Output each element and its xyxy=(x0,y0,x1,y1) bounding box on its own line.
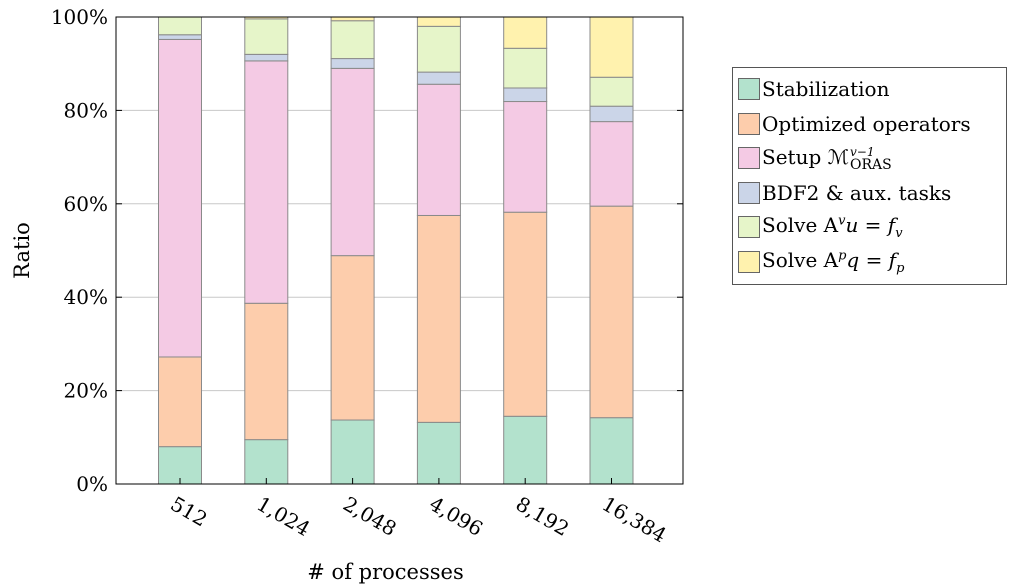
bar-segment xyxy=(416,71,461,85)
y-axis-ticks: 0% 20% 40% 60% 80% 100% xyxy=(51,5,683,496)
bar-segment xyxy=(589,417,634,485)
bar-segment xyxy=(416,421,461,485)
bar-segment xyxy=(589,105,634,123)
x-tick-label: 1,024 xyxy=(253,492,315,541)
bar-segment xyxy=(330,20,375,60)
y-axis-title: Ratio xyxy=(10,222,34,279)
bar-segment xyxy=(416,25,461,73)
y-tick-label: 80% xyxy=(64,98,108,122)
legend-item-optimized-operators: Optimized operators xyxy=(738,107,1002,142)
bar-segment xyxy=(503,211,548,417)
legend-item-solve-pressure: Solve Apq = fp xyxy=(738,245,1002,280)
legend-label: Optimized operators xyxy=(762,111,971,136)
legend-label: Stabilization xyxy=(762,77,890,102)
legend-swatch xyxy=(738,147,760,170)
bar-segment xyxy=(244,60,289,304)
legend-item-solve-velocity: Solve Avu = fv xyxy=(738,210,1002,245)
x-axis-ticks: 512 1,024 2,048 4,096 8,192 16,384 xyxy=(167,478,671,547)
bar-segment xyxy=(589,205,634,419)
bar-segment xyxy=(244,302,289,441)
bar-segment xyxy=(503,87,548,103)
bar-segment xyxy=(158,38,202,358)
y-tick-label: 0% xyxy=(76,472,108,496)
x-tick-label: 512 xyxy=(167,492,212,532)
y-tick-label: 40% xyxy=(64,285,108,309)
legend-swatch xyxy=(738,112,760,135)
legend-swatch xyxy=(738,181,760,204)
legend-item-bdf2: BDF2 & aux. tasks xyxy=(738,176,1002,211)
legend-label: BDF2 & aux. tasks xyxy=(762,180,952,205)
legend-label: Solve Apq = fp xyxy=(762,247,905,276)
bar-segment xyxy=(330,67,375,257)
bar-segment xyxy=(416,83,461,216)
bar-segment xyxy=(330,58,375,69)
bar-segment xyxy=(589,121,634,207)
x-tick-label: 2,048 xyxy=(339,492,401,541)
bar-segment xyxy=(416,214,461,423)
y-tick-label: 20% xyxy=(64,379,108,403)
legend-item-stabilization: Stabilization xyxy=(738,72,1002,107)
x-tick-label: 4,096 xyxy=(425,492,487,541)
x-tick-label: 8,192 xyxy=(512,492,574,541)
x-axis-title: # of processes xyxy=(307,560,463,584)
chart-legend: Stabilization Optimized operators Setup … xyxy=(732,67,1007,285)
bar-segment xyxy=(330,255,375,421)
bar-segment xyxy=(244,18,289,55)
plot-frame xyxy=(115,16,684,485)
bar-segment xyxy=(503,101,548,213)
bar-segment xyxy=(589,16,634,78)
y-tick-label: 60% xyxy=(64,192,108,216)
bar-segment xyxy=(503,47,548,89)
legend-swatch xyxy=(738,78,760,101)
y-tick-label: 100% xyxy=(51,5,108,29)
bar-segment xyxy=(503,415,548,485)
bar-segment xyxy=(503,16,548,49)
bar-stacks xyxy=(158,16,634,485)
legend-label: Solve Avu = fv xyxy=(762,213,903,242)
legend-swatch xyxy=(738,216,760,239)
x-tick-label: 16,384 xyxy=(598,492,671,548)
bar-segment xyxy=(330,16,375,22)
bar-segment xyxy=(158,16,202,36)
bar-segment xyxy=(244,53,289,62)
bar-segment xyxy=(158,34,202,40)
legend-swatch xyxy=(738,250,760,273)
bar-segment xyxy=(416,16,461,27)
bar-segment xyxy=(244,439,289,485)
bar-segment xyxy=(158,356,202,448)
bar-segment xyxy=(330,419,375,485)
bar-segment xyxy=(589,76,634,107)
